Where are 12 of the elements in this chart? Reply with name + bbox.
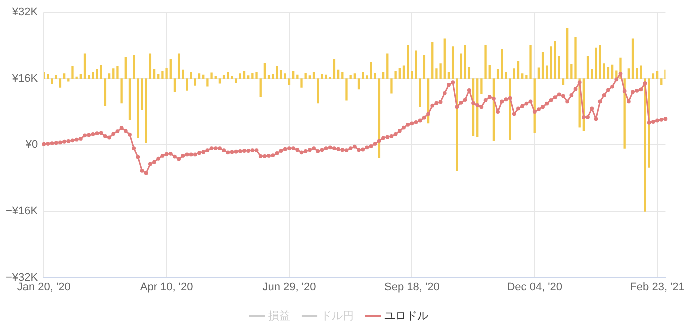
x-tick-label: Sep 18, '20 bbox=[384, 281, 440, 294]
y-tick-label: −¥32K bbox=[6, 272, 39, 284]
legend-label: ユロドル bbox=[384, 309, 428, 322]
y-tick-label: ¥32K bbox=[11, 6, 39, 19]
y-tick-label: ¥0 bbox=[24, 139, 38, 152]
x-tick-label: Jun 29, '20 bbox=[262, 281, 316, 294]
x-tick-label: Feb 23, '21 bbox=[630, 281, 685, 294]
x-tick-label: Jan 20, '20 bbox=[17, 281, 71, 294]
x-tick-label: Dec 04, '20 bbox=[507, 281, 563, 294]
y-tick-label: ¥16K bbox=[11, 72, 39, 85]
y-tick-label: −¥16K bbox=[6, 206, 39, 218]
x-tick-label: Apr 10, '20 bbox=[140, 281, 194, 294]
